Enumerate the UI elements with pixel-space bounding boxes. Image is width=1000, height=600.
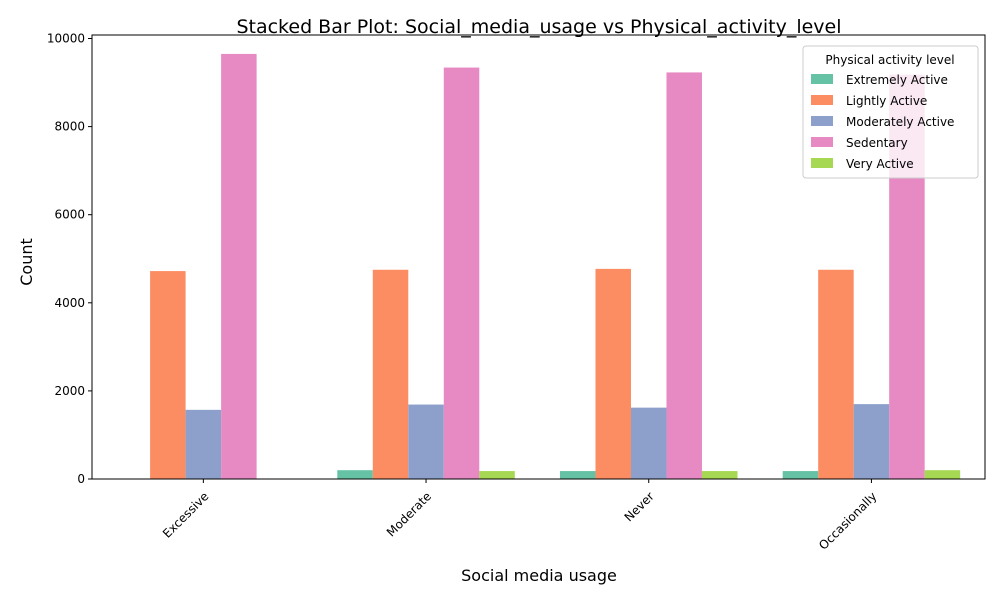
legend-swatch xyxy=(811,116,833,126)
legend-label: Moderately Active xyxy=(846,115,954,129)
bar-occasionally-moderately-active xyxy=(853,404,890,479)
legend-label: Very Active xyxy=(846,157,914,171)
bar-never-extremely-active xyxy=(559,471,596,479)
x-tick-label: Never xyxy=(622,489,657,524)
y-axis: 0 2000 4000 6000 8000 10000 xyxy=(47,32,92,486)
legend-swatch xyxy=(811,74,833,84)
x-axis: Excessive Moderate Never Occasionally xyxy=(160,479,880,553)
legend-label: Extremely Active xyxy=(846,73,948,87)
legend-swatch xyxy=(811,137,833,147)
bar-moderate-very-active xyxy=(479,471,515,479)
plot-frame xyxy=(91,34,986,480)
bar-occasionally-very-active xyxy=(924,470,961,479)
legend: Physical activity level Extremely Active… xyxy=(802,45,979,179)
y-tick-label: 0 xyxy=(77,472,85,486)
bar-excessive-sedentary xyxy=(221,53,257,480)
bar-never-very-active xyxy=(701,471,738,479)
bar-occasionally-extremely-active xyxy=(782,471,819,479)
bar-moderate-lightly-active xyxy=(372,269,409,479)
y-tick-label: 8000 xyxy=(54,120,85,134)
x-tick-label: Excessive xyxy=(160,489,211,540)
chart-title: Stacked Bar Plot: Social_media_usage vs … xyxy=(236,16,841,38)
legend-title: Physical activity level xyxy=(825,53,954,67)
legend-label: Sedentary xyxy=(846,136,908,150)
bar-occasionally-lightly-active xyxy=(818,269,854,479)
bar-never-moderately-active xyxy=(630,407,667,479)
legend-swatch xyxy=(811,95,833,105)
y-tick-label: 6000 xyxy=(54,208,85,222)
bar-excessive-moderately-active xyxy=(185,409,222,479)
x-tick-label: Occasionally xyxy=(816,489,879,552)
y-tick-label: 10000 xyxy=(47,32,85,46)
legend-label: Lightly Active xyxy=(846,94,927,108)
bar-moderate-moderately-active xyxy=(408,404,444,479)
bar-excessive-lightly-active xyxy=(150,271,186,479)
y-axis-title: Count xyxy=(17,238,36,286)
legend-items: Extremely Active Lightly Active Moderately… xyxy=(811,73,954,171)
y-tick-label: 4000 xyxy=(54,296,85,310)
x-axis-title: Social media usage xyxy=(461,566,617,585)
y-tick-label: 2000 xyxy=(54,384,85,398)
legend-box xyxy=(802,45,979,179)
bar-moderate-sedentary xyxy=(443,67,480,479)
legend-swatch xyxy=(811,158,833,168)
bars-group xyxy=(150,53,961,480)
bar-moderate-extremely-active xyxy=(337,470,373,479)
bar-never-lightly-active xyxy=(595,268,631,479)
bar-never-sedentary xyxy=(666,72,702,480)
x-tick-label: Moderate xyxy=(384,489,434,539)
